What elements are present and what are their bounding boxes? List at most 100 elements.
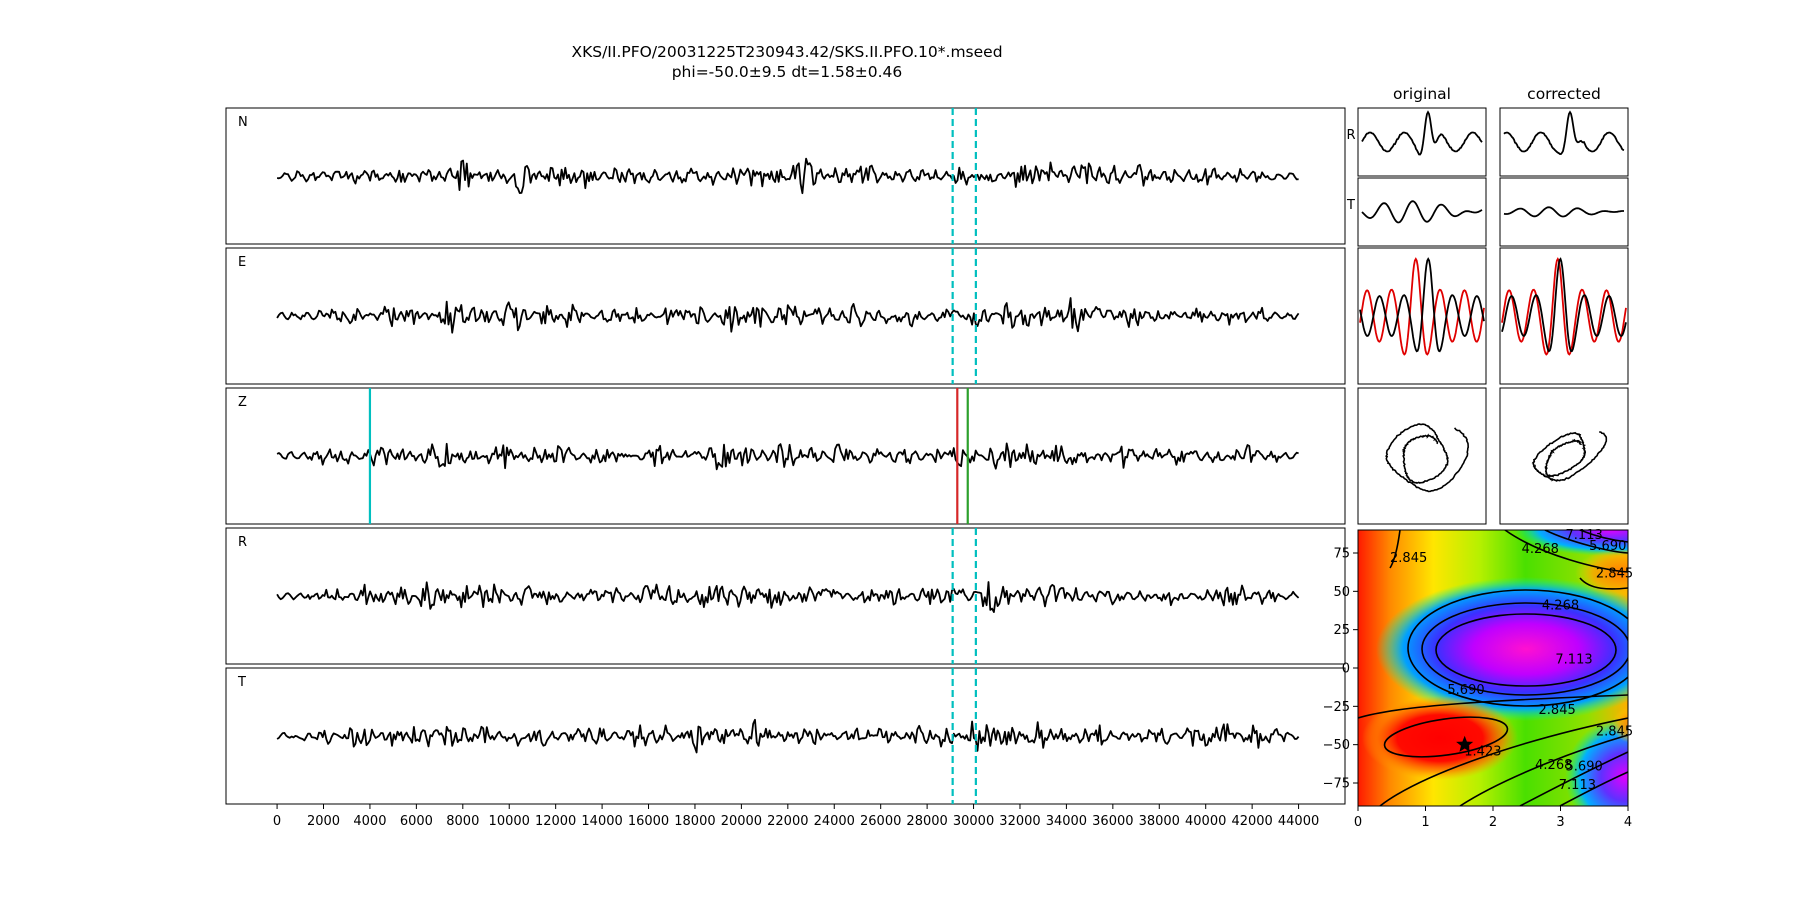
red-trace: [1501, 257, 1627, 356]
original-panel-1: [1357, 107, 1487, 177]
transverse-trace: [1361, 200, 1483, 224]
panel-frame: [1499, 387, 1629, 525]
hm-x-tick-label: 4: [1624, 815, 1632, 830]
splitting-heatmap: 2.845 4.268 7.113 5.690 2.845 4.268 7.113 5.690…: [1323, 528, 1634, 831]
panel-frame: [225, 527, 1346, 665]
panel-frame: [1357, 177, 1487, 247]
radial-trace: [1361, 110, 1483, 156]
x-tick-label: 12000: [535, 814, 576, 829]
waveform-trace: [276, 442, 1299, 471]
hm-y-tick-label: −75: [1323, 777, 1350, 792]
contour-label: 2.845: [1596, 566, 1633, 581]
contour-label: 5.690: [1589, 539, 1626, 554]
panel-frame: [1499, 177, 1629, 247]
waveform-panel-z: Z: [225, 387, 1346, 525]
corrected-panel-3: [1499, 247, 1629, 385]
contour-label: 4.268: [1522, 542, 1559, 557]
x-tick-label: 0: [273, 814, 281, 829]
small-label-r: R: [1346, 128, 1355, 143]
panel-frame: [1499, 107, 1629, 177]
corrected-panel-4: [1499, 387, 1629, 525]
heatmap-high-region: [1376, 577, 1628, 721]
x-tick-label: 42000: [1231, 814, 1272, 829]
hm-x-tick-label: 2: [1489, 815, 1497, 830]
waveform-panel-r: R: [225, 527, 1346, 665]
waveform-trace: [276, 718, 1300, 754]
hm-y-tick-label: 50: [1333, 585, 1350, 600]
panel-frame: [1357, 387, 1487, 525]
original-panel-3: [1357, 247, 1487, 385]
column-title-corrected: corrected: [1527, 85, 1601, 103]
x-tick-label: 40000: [1185, 814, 1226, 829]
contour-label: 2.845: [1539, 703, 1576, 718]
x-tick-label: 32000: [999, 814, 1040, 829]
panel-frame: [1357, 247, 1487, 385]
original-panel-2: [1357, 177, 1487, 247]
heatmap-axes: 0 1 2 3 4 −75 −50 −25 0 25 50 75: [1323, 547, 1633, 831]
black-trace: [1359, 257, 1485, 353]
contour-label: 5.690: [1566, 760, 1603, 775]
panel-frame: [225, 387, 1346, 525]
hm-y-tick-label: −25: [1323, 700, 1350, 715]
x-tick-label: 22000: [767, 814, 808, 829]
particle-motion-trace: [1531, 431, 1608, 483]
particle-motion-trace: [1385, 423, 1470, 493]
x-tick-label: 16000: [628, 814, 669, 829]
hm-x-tick-label: 1: [1421, 815, 1429, 830]
figure-title-line1: XKS/II.PFO/20031225T230943.42/SKS.II.PFO…: [571, 43, 1002, 61]
panel-frame: [1357, 107, 1487, 177]
x-tick-label: 44000: [1278, 814, 1319, 829]
x-tick-label: 28000: [906, 814, 947, 829]
panel-frame: [1499, 247, 1629, 385]
waveform-x-axis: 0 2000 4000 6000 8000 10000 12000 14000 16000 180…: [273, 804, 1319, 829]
panel-frame: [225, 107, 1346, 245]
best-fit-star-marker: [1456, 735, 1474, 752]
panel-frame: [225, 667, 1346, 805]
heatmap-contour-labels: 2.845 4.268 7.113 5.690 2.845 4.268 7.113 5.690…: [1390, 528, 1633, 793]
original-panel-4: [1357, 387, 1487, 525]
contour-label: 4.268: [1535, 758, 1572, 773]
panel-label: T: [237, 675, 246, 690]
hm-x-tick-label: 0: [1354, 815, 1362, 830]
figure-title-line2: phi=-50.0±9.5 dt=1.58±0.46: [672, 63, 903, 81]
hm-x-tick-label: 3: [1556, 815, 1564, 830]
x-tick-label: 34000: [1046, 814, 1087, 829]
contour-label: 4.268: [1542, 599, 1579, 614]
heatmap-orange-region-right: [1612, 707, 1628, 743]
waveform-panel-n: N: [225, 107, 1346, 245]
particle-panels: RT: [1346, 107, 1629, 525]
contour-label: 2.845: [1390, 551, 1427, 566]
radial-trace: [1503, 110, 1625, 156]
small-label-t: T: [1346, 198, 1355, 213]
x-tick-label: 4000: [353, 814, 386, 829]
x-tick-label: 30000: [953, 814, 994, 829]
corrected-panel-1: [1499, 107, 1629, 177]
panel-label: Z: [238, 395, 247, 410]
hm-y-tick-label: −50: [1323, 738, 1350, 753]
panel-label: N: [238, 115, 248, 130]
waveform-trace: [276, 157, 1299, 195]
contour-label: 5.690: [1447, 683, 1484, 698]
waveform-trace: [276, 297, 1300, 334]
x-tick-label: 2000: [307, 814, 340, 829]
hm-y-tick-label: 75: [1333, 547, 1350, 562]
column-title-original: original: [1393, 85, 1451, 103]
contour-label: 1.423: [1464, 744, 1501, 759]
panel-label: E: [238, 255, 246, 270]
x-tick-label: 18000: [674, 814, 715, 829]
hm-y-tick-label: 0: [1342, 662, 1350, 677]
waveform-panels: N E Z R T: [225, 107, 1346, 805]
x-tick-label: 24000: [814, 814, 855, 829]
x-tick-label: 36000: [1092, 814, 1133, 829]
x-tick-label: 14000: [581, 814, 622, 829]
contour-label: 7.113: [1555, 652, 1592, 667]
x-tick-label: 8000: [446, 814, 479, 829]
waveform-panel-t: T: [225, 667, 1346, 805]
x-tick-label: 26000: [860, 814, 901, 829]
panel-frame: [225, 247, 1346, 385]
transverse-trace: [1503, 206, 1624, 218]
contour-label: 7.113: [1559, 778, 1596, 793]
waveform-panel-e: E: [225, 247, 1346, 385]
x-tick-label: 20000: [721, 814, 762, 829]
